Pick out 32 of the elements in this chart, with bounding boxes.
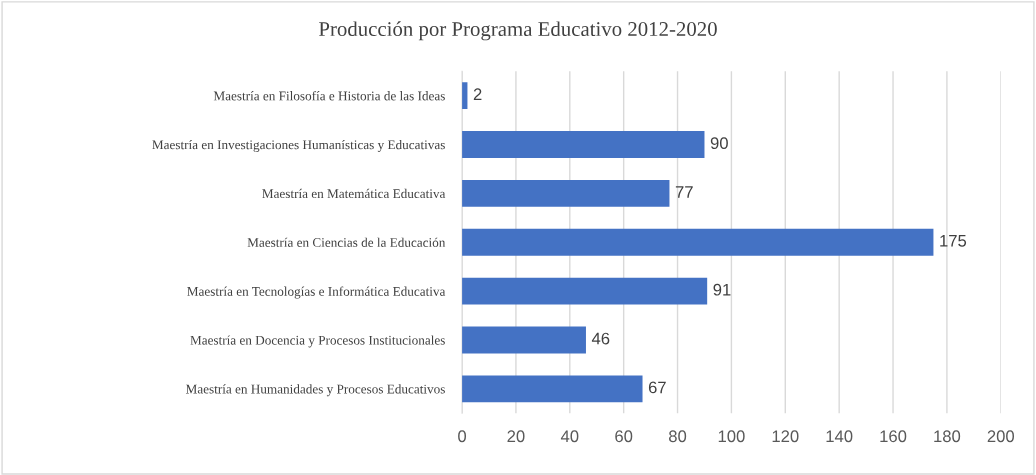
y-tick-label: Maestría en Tecnologías e Informática Educativa xyxy=(187,286,446,299)
x-tick-label: 0 xyxy=(458,430,467,443)
bar xyxy=(462,228,934,256)
data-label: 67 xyxy=(648,381,666,394)
data-label: 46 xyxy=(591,332,610,345)
x-tick-label: 100 xyxy=(718,430,745,443)
x-tick-label: 80 xyxy=(669,430,687,443)
data-label: 2 xyxy=(473,88,482,100)
bar xyxy=(462,131,705,158)
data-label: 91 xyxy=(713,283,731,296)
x-tick-label: 200 xyxy=(987,430,1015,443)
x-tick-label: 40 xyxy=(560,430,579,443)
bar xyxy=(462,375,643,403)
bar xyxy=(462,326,586,354)
y-tick-label: Maestría en Docencia y Procesos Institucionales xyxy=(190,335,445,348)
y-tick-label: Maestría en Filosofía e Historia de las Ideas xyxy=(213,90,445,101)
x-tick-label: 120 xyxy=(772,430,799,443)
x-tick-label: 20 xyxy=(507,430,525,443)
bar xyxy=(462,277,708,305)
data-label: 90 xyxy=(710,137,728,150)
data-label: 77 xyxy=(675,186,693,198)
y-tick-label: Maestría en Investigaciones Humanísticas y Educativas xyxy=(152,139,445,152)
y-tick-label: Maestría en Matemática Educativa xyxy=(262,188,446,199)
y-tick-label: Maestría en Humanidades y Procesos Educativos xyxy=(185,384,445,397)
x-tick-label: 60 xyxy=(615,430,633,443)
chart-title: Producción por Programa Educativo 2012-2020 xyxy=(318,21,717,41)
data-label: 175 xyxy=(940,235,967,247)
x-tick-label: 160 xyxy=(880,430,907,443)
y-tick-label: Maestría en Ciencias de la Educación xyxy=(247,237,446,247)
x-tick-label: 140 xyxy=(826,430,853,443)
bar xyxy=(462,179,670,207)
x-tick-label: 180 xyxy=(934,430,961,443)
